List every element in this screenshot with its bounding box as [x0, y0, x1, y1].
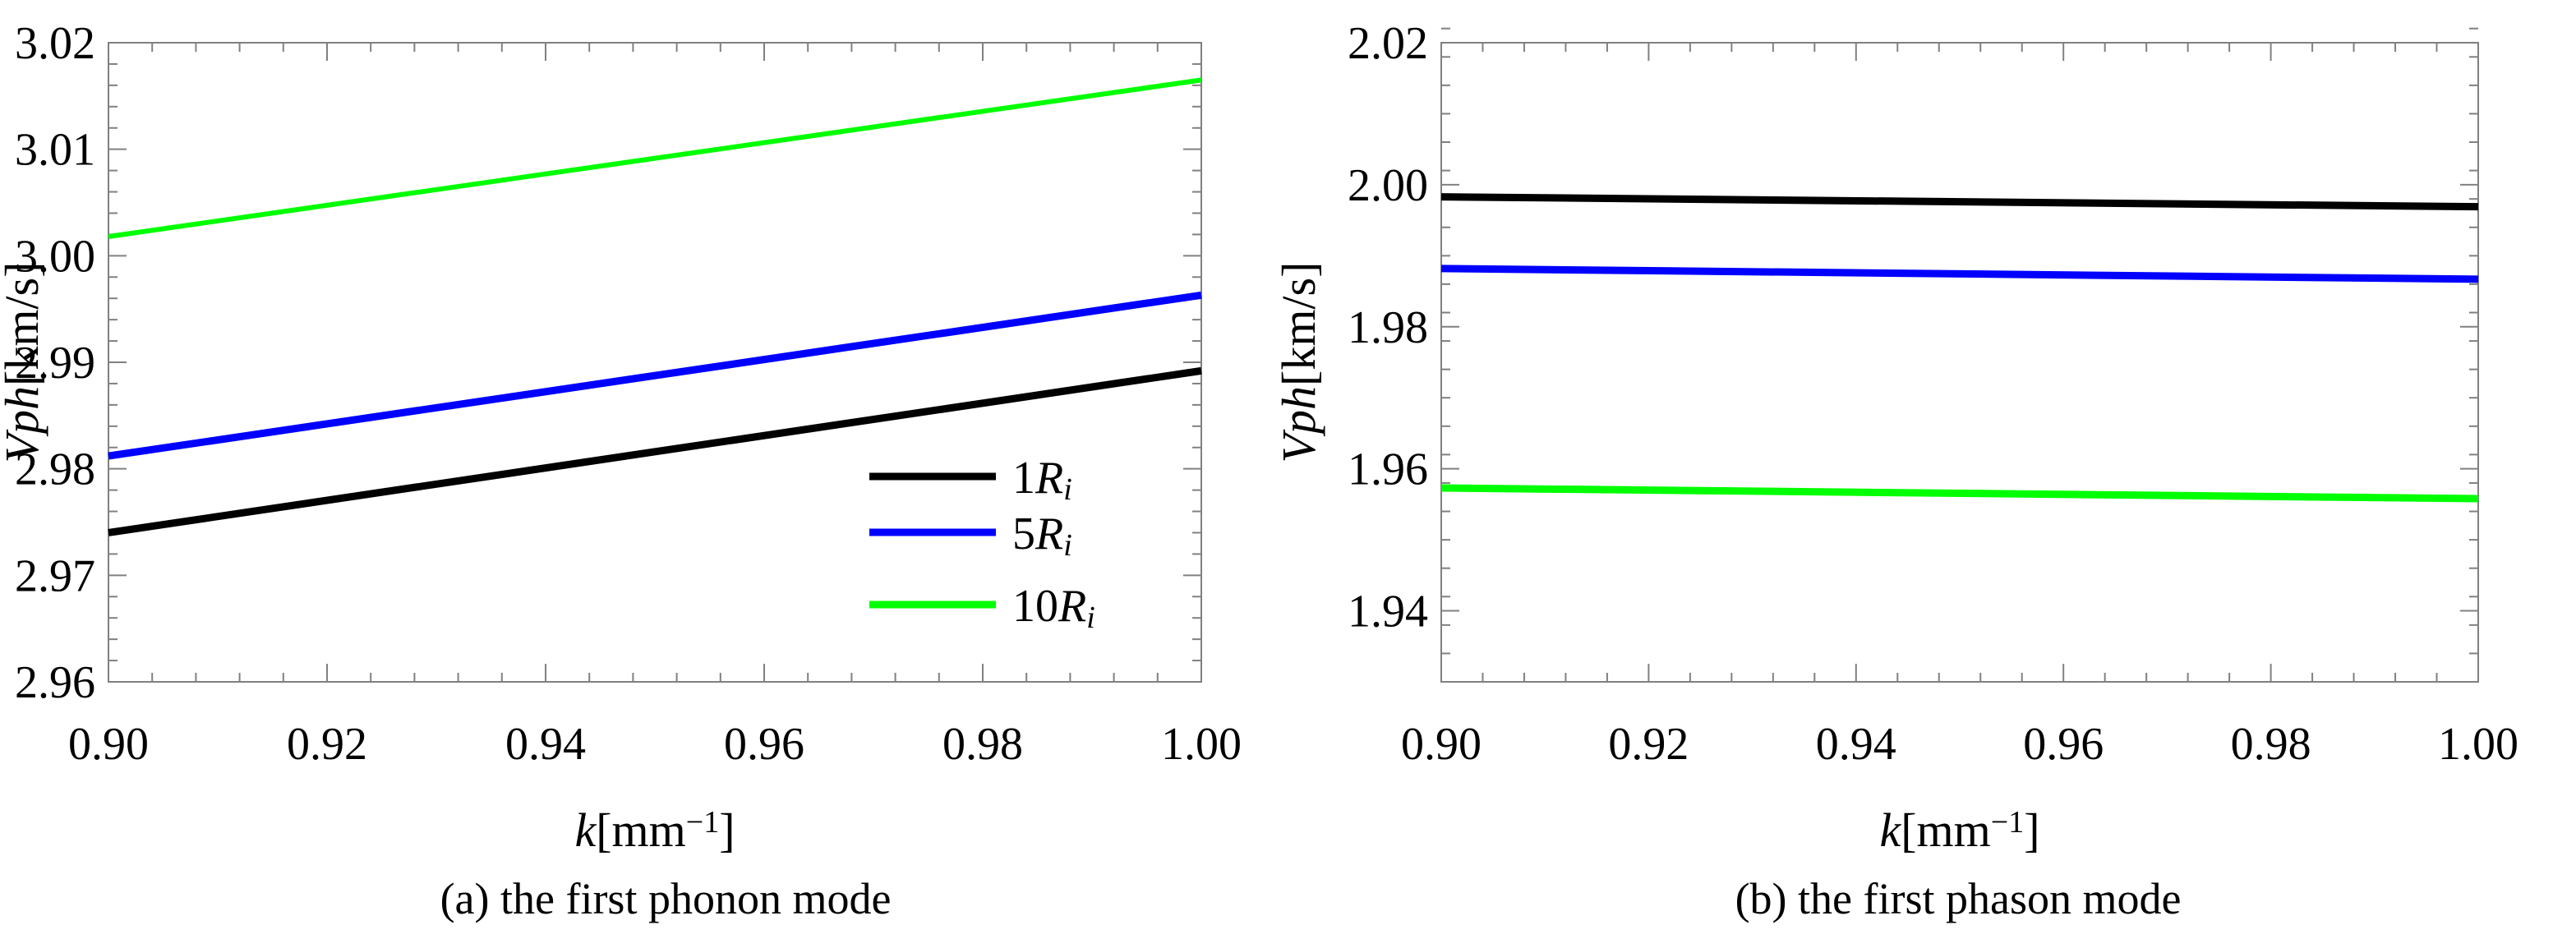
x-tick-label: 0.98: [942, 719, 1023, 770]
legend-label: 5Ri: [1012, 509, 1072, 563]
y-tick-label: 2.97: [15, 550, 95, 601]
x-tick-label: 1.00: [2438, 719, 2518, 770]
series-line-5Ri: [1440, 265, 2479, 283]
y-tick-label: 2.02: [1348, 18, 1428, 69]
y-tick-label: 1.98: [1348, 302, 1428, 353]
series-line-10Ri: [108, 77, 1202, 239]
series-line-1Ri: [108, 366, 1202, 536]
y-tick-label: 3.00: [15, 231, 95, 282]
panel-a-phonon-chart: 0.90 0.92 0.94 0.96 0.98 1.00 2.96 2.97 2.98 2.99…: [0, 18, 1242, 923]
legend-label: 1Ri: [1012, 453, 1072, 507]
x-tick-label: 0.94: [505, 719, 586, 770]
y-tick-label: 1.94: [1348, 587, 1428, 637]
series-line-1Ri: [1440, 193, 2479, 211]
x-tick-label: 0.98: [2231, 719, 2311, 770]
y-axis-title: Vph[km/s]: [1272, 262, 1325, 463]
x-tick-label: 0.94: [1816, 719, 1896, 770]
x-axis-title: k[mm−1]: [1879, 803, 2039, 857]
y-tick-label: 2.98: [15, 444, 95, 495]
y-axis-title: Vph[km/s]: [0, 262, 48, 463]
x-tick-label: 0.92: [1608, 719, 1689, 770]
panel-b-phason-chart: 0.90 0.92 0.94 0.96 0.98 1.00 1.94 1.96 1.98 2.00…: [1272, 18, 2518, 923]
x-tick-label: 0.90: [1401, 719, 1482, 770]
x-tick-label: 0.90: [68, 719, 149, 770]
x-tick-label: 0.96: [2023, 719, 2104, 770]
y-tick-label: 2.96: [15, 657, 95, 708]
legend-label: 10Ri: [1012, 581, 1095, 635]
x-tick-label: 1.00: [1161, 719, 1242, 770]
y-tick-label: 1.96: [1348, 444, 1428, 495]
y-tick-label: 2.99: [15, 338, 95, 389]
series-line-5Ri: [108, 291, 1202, 460]
y-tick-label: 3.01: [15, 125, 95, 176]
x-tick-label: 0.92: [287, 719, 367, 770]
x-tick-label: 0.96: [724, 719, 804, 770]
y-tick-label: 3.02: [15, 18, 95, 69]
y-tick-label: 2.00: [1348, 160, 1428, 211]
panel-caption: (b) the first phason mode: [1735, 874, 2182, 923]
plot-frame: [1440, 42, 2479, 683]
x-axis-title: k[mm−1]: [574, 803, 735, 857]
series-line-10Ri: [1440, 484, 2479, 503]
panel-caption: (a) the first phonon mode: [440, 874, 892, 923]
